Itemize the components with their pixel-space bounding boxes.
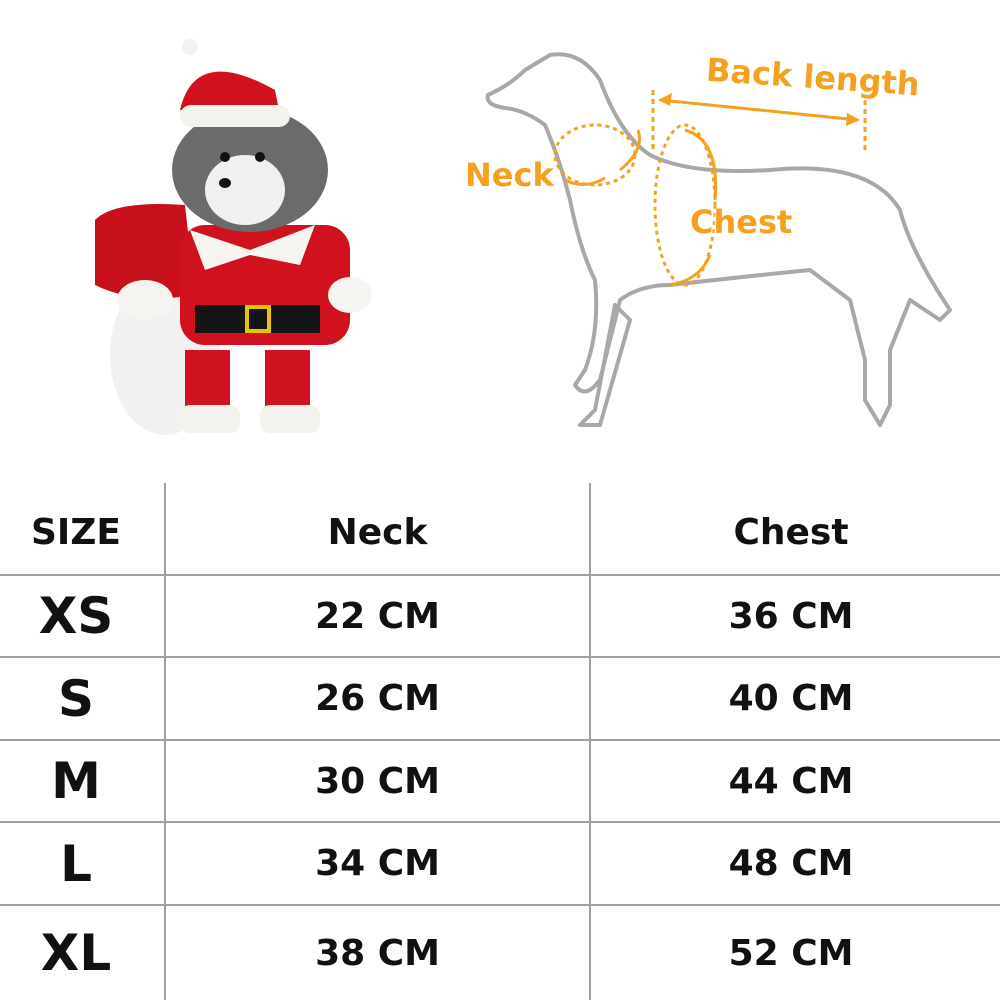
column-divider	[164, 483, 166, 1000]
size-cell: XL	[40, 924, 112, 982]
header-chest: Chest	[733, 511, 849, 553]
chest-cell: 52 CM	[728, 932, 854, 974]
santa-dog-costume-photo	[95, 39, 372, 435]
neck-cell: 38 CM	[315, 932, 440, 974]
neck-cell: 34 CM	[315, 843, 440, 884]
header-neck: Neck	[327, 511, 428, 553]
chest-cell: 40 CM	[728, 678, 854, 719]
chest-cell: 44 CM	[728, 760, 854, 802]
size-cell: S	[57, 669, 94, 728]
chest-cell: 48 CM	[728, 843, 854, 884]
size-cell: XS	[38, 587, 114, 645]
size-cell: M	[51, 752, 101, 810]
dog-measurement-diagram	[485, 52, 952, 427]
neck-cell: 26 CM	[315, 678, 440, 719]
row-divider	[0, 904, 1000, 906]
chest-measure	[653, 123, 717, 287]
row-divider	[0, 574, 1000, 576]
neck-cell: 30 CM	[315, 760, 440, 802]
chest-label: Chest	[690, 203, 793, 241]
size-cell: L	[60, 834, 92, 893]
chest-cell: 36 CM	[728, 595, 854, 637]
neck-cell: 22 CM	[315, 595, 440, 637]
header-size: SIZE	[30, 511, 122, 553]
neck-measure	[553, 123, 637, 187]
row-divider	[0, 739, 1000, 741]
row-divider	[0, 821, 1000, 823]
column-divider	[589, 483, 591, 1000]
row-divider	[0, 656, 1000, 658]
neck-label: Neck	[465, 156, 554, 194]
back-length-arrow	[659, 98, 859, 122]
